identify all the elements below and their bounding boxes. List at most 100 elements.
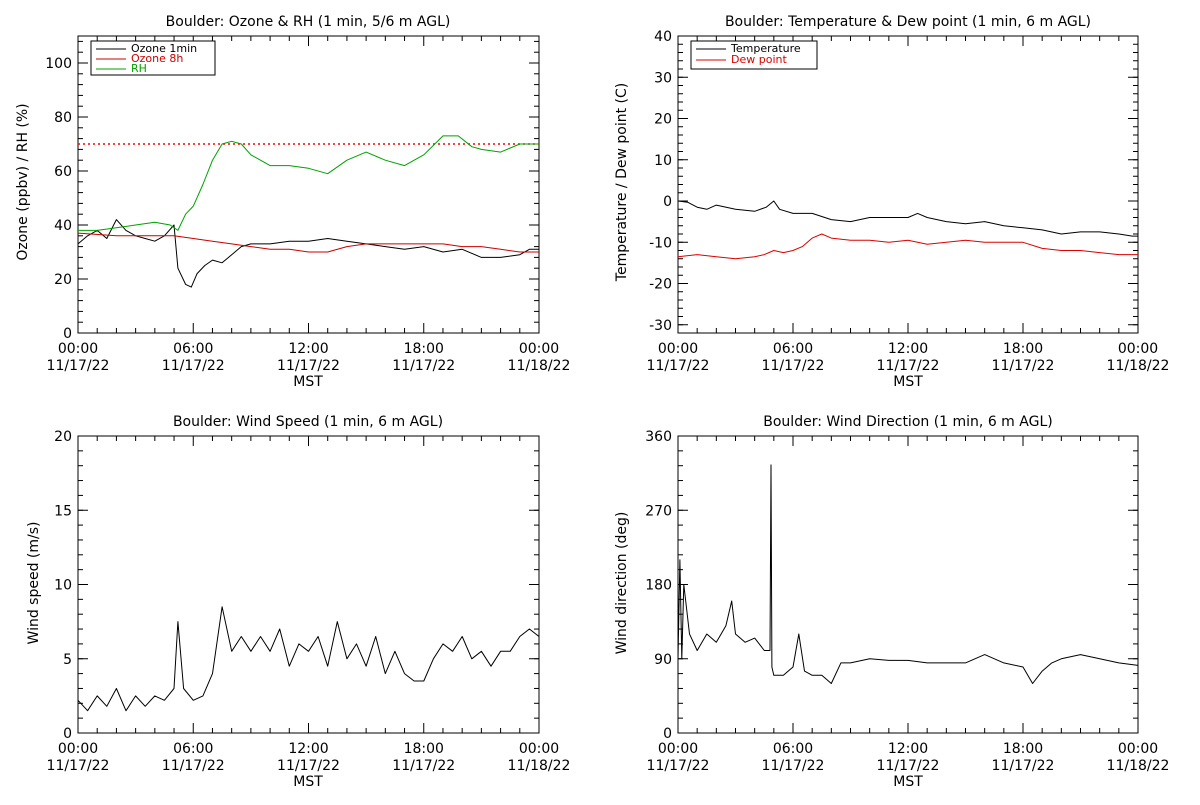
x-tick-label-date: 11/17/22 [277,358,340,374]
x-tick-label-time: 06:00 [173,741,213,757]
y-tick-label: 5 [63,652,72,668]
y-tick-label: 0 [663,194,672,210]
x-tick-label-date: 11/18/22 [1107,758,1170,774]
y-tick-label: 270 [645,503,672,519]
chart-title: Boulder: Wind Speed (1 min, 6 m AGL) [173,414,443,430]
x-tick-label-time: 00:00 [1118,741,1158,757]
panel-wind-direction: Boulder: Wind Direction (1 min, 6 m AGL)… [614,414,1169,790]
x-tick-label-date: 11/17/22 [647,758,710,774]
legend-label-dew-point: Dew point [731,53,787,66]
x-tick-label-date: 11/17/22 [392,358,455,374]
y-axis-label: Ozone (ppbv) / RH (%) [15,103,31,260]
y-axis-label: Wind speed (m/s) [26,522,42,645]
x-tick-label-date: 11/17/22 [162,758,225,774]
x-tick-label-time: 00:00 [58,741,98,757]
plot-frame [677,35,1139,334]
y-tick-label: 360 [645,429,672,445]
x-tick-label-date: 11/18/22 [508,358,571,374]
x-tick-label-time: 06:00 [773,341,813,357]
y-axis-label: Wind direction (deg) [614,512,630,655]
x-tick-label-time: 12:00 [288,341,328,357]
y-tick-label: 0 [63,726,72,742]
plot-frame [77,35,540,334]
y-tick-label: 60 [54,164,72,180]
y-tick-label: 20 [654,112,672,128]
y-tick-label: -20 [649,277,672,293]
x-tick-label-date: 11/18/22 [1107,358,1170,374]
x-axis-label: MST [893,774,923,790]
x-tick-label-date: 11/18/22 [508,758,571,774]
x-tick-label-time: 18:00 [404,741,444,757]
series-line-ozone-8h [77,232,539,253]
x-tick-label-time: 00:00 [1118,341,1158,357]
x-tick-label-time: 06:00 [773,741,813,757]
y-tick-label: 15 [54,503,72,519]
chart-title: Boulder: Temperature & Dew point (1 min,… [725,14,1091,30]
x-tick-label-date: 11/17/22 [277,758,340,774]
x-tick-label-date: 11/17/22 [47,758,110,774]
chart-title: Boulder: Ozone & RH (1 min, 5/6 m AGL) [166,14,451,30]
x-tick-label-date: 11/17/22 [647,358,710,374]
panel-ozone-rh: Boulder: Ozone & RH (1 min, 5/6 m AGL) O… [15,14,570,390]
series-line-temperature [677,200,1138,237]
x-tick-label-time: 00:00 [58,341,98,357]
x-tick-label-time: 00:00 [519,341,559,357]
y-tick-label: 80 [54,110,72,126]
x-tick-label-date: 11/17/22 [762,758,825,774]
x-tick-label-time: 06:00 [173,341,213,357]
x-axis-label: MST [293,774,323,790]
x-tick-label-date: 11/17/22 [877,358,940,374]
x-tick-label-time: 12:00 [888,341,928,357]
plot-frame [77,435,540,734]
x-tick-label-date: 11/17/22 [47,358,110,374]
series-line-rh [78,135,539,231]
y-tick-label: 0 [63,326,72,342]
y-tick-label: 180 [645,578,672,594]
y-tick-label: 40 [54,218,72,234]
x-tick-label-date: 11/17/22 [992,758,1055,774]
y-tick-label: 30 [654,70,672,86]
y-tick-label: -30 [649,318,672,334]
x-axis-label: MST [893,374,923,390]
x-tick-label-time: 00:00 [658,341,698,357]
legend: Ozone 1min Ozone 8h RH [90,40,216,76]
legend-label-temperature: Temperature [730,42,801,55]
x-tick-label-time: 18:00 [1003,741,1043,757]
plot-frame [677,435,1139,734]
legend-label-ozone-8h: Ozone 8h [131,52,183,65]
legend-label-rh: RH [131,62,147,75]
y-tick-label: 10 [54,578,72,594]
y-axis-label: Temperature / Dew point (C) [614,83,630,282]
legend-box [690,40,818,70]
series-line-ozone-1min [77,219,539,288]
x-tick-label-time: 00:00 [519,741,559,757]
x-tick-label-time: 00:00 [658,741,698,757]
y-tick-label: 90 [654,652,672,668]
y-tick-label: 100 [45,56,72,72]
x-tick-label-time: 12:00 [888,741,928,757]
legend-label-ozone-1min: Ozone 1min [131,42,197,55]
chart-title: Boulder: Wind Direction (1 min, 6 m AGL) [763,414,1052,430]
y-tick-label: 20 [54,272,72,288]
y-tick-label: 10 [654,153,672,169]
x-tick-label-date: 11/17/22 [992,358,1055,374]
series-line-data [677,464,1139,684]
x-tick-label-date: 11/17/22 [877,758,940,774]
y-tick-label: -10 [649,235,672,251]
panel-wind-speed: Boulder: Wind Speed (1 min, 6 m AGL) Win… [26,414,570,790]
x-tick-label-time: 12:00 [288,741,328,757]
series-line-data [77,606,540,712]
legend: Temperature Dew point [690,40,818,70]
series-line-dew-point [677,233,1138,260]
y-tick-label: 40 [654,29,672,45]
x-tick-label-date: 11/17/22 [162,358,225,374]
y-tick-label: 20 [54,429,72,445]
x-axis-label: MST [293,374,323,390]
panel-temperature-dewpoint: Boulder: Temperature & Dew point (1 min,… [614,14,1169,390]
x-tick-label-time: 18:00 [1003,341,1043,357]
x-tick-label-date: 11/17/22 [762,358,825,374]
x-tick-label-date: 11/17/22 [392,758,455,774]
x-tick-label-time: 18:00 [404,341,444,357]
